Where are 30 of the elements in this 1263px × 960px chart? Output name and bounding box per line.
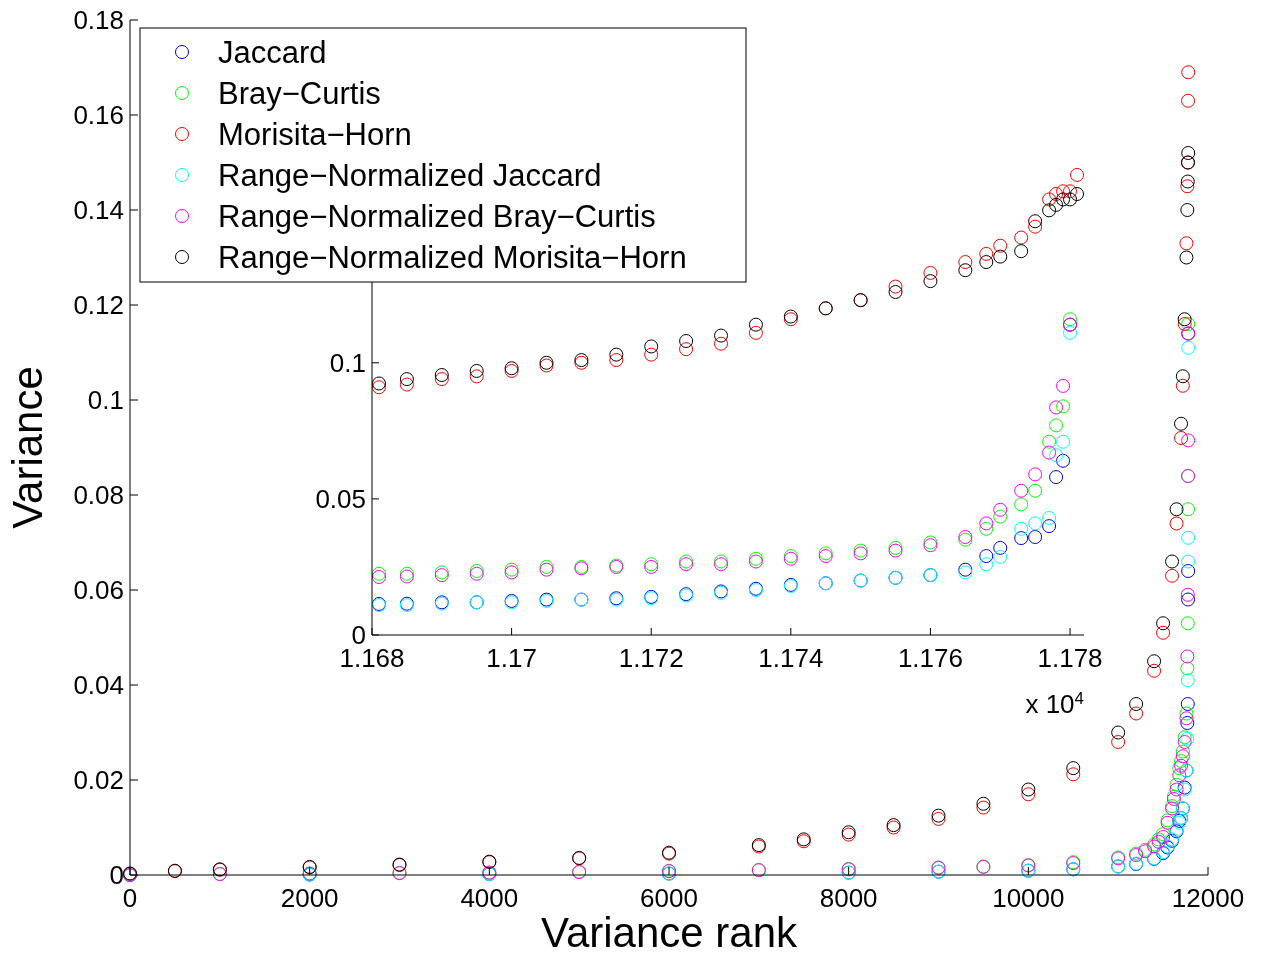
y-tick-label: 0.06 [73,575,124,606]
y-tick-label: 0.05 [315,483,366,514]
legend-label: Range−Normalized Jaccard [218,158,602,194]
y-tick-label: 0.18 [73,5,124,36]
y-axis-title: Variance [4,366,51,529]
legend-label: Morisita−Horn [218,117,412,153]
y-tick-label: 0.08 [73,480,124,511]
x-tick-label: 1.172 [618,643,684,673]
y-tick-label: 0.1 [329,347,366,378]
x-tick-label: 1.174 [758,643,824,673]
legend-label: Jaccard [218,35,327,71]
x-tick-label: 2000 [280,883,339,913]
y-tick-label: 0.02 [73,765,124,796]
y-tick-label: 0 [109,860,124,891]
legend-label: Range−Normalized Bray−Curtis [218,199,656,235]
x-tick-label: 8000 [819,883,878,913]
legend-label: Bray−Curtis [218,76,381,112]
x-tick-label: 12000 [1171,883,1245,913]
y-tick-label: 0.14 [73,195,124,226]
y-tick-label: 0.12 [73,290,124,321]
legend-label: Range−Normalized Morisita−Horn [218,240,687,276]
x-tick-label: 10000 [992,883,1065,913]
y-tick-label: 0.04 [73,670,124,701]
x-tick-label: 4000 [460,883,519,913]
y-tick-label: 0.1 [87,385,124,416]
y-tick-label: 0.16 [73,100,124,131]
x-tick-label: 1.17 [486,643,537,673]
x-tick-label: 1.178 [1037,643,1103,673]
annotation: x 10$^{4}$ [1025,688,1084,719]
x-tick-label: 1.176 [897,643,963,673]
